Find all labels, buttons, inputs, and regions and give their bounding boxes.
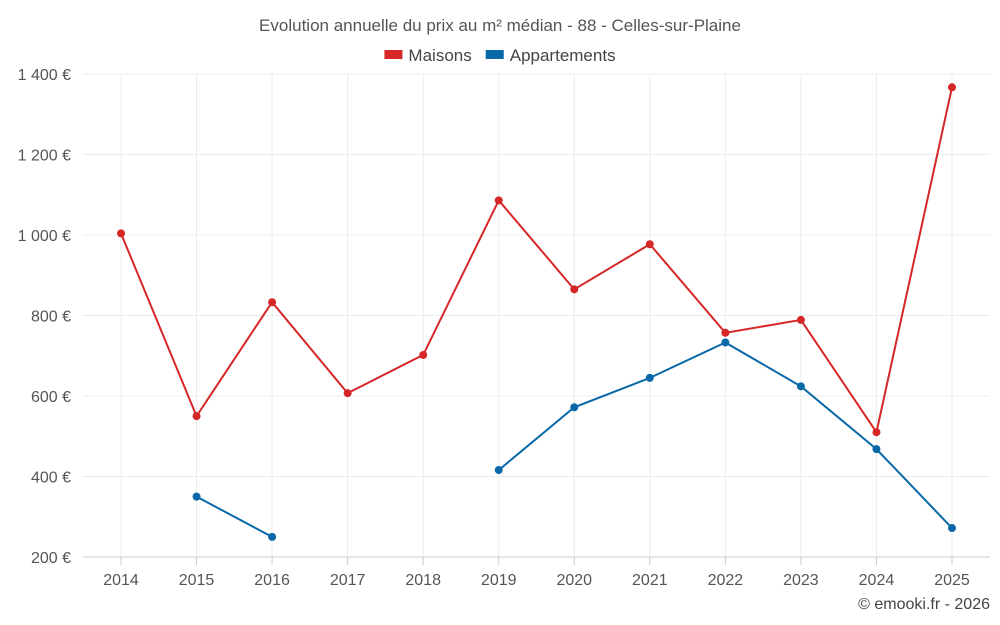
x-tick-label: 2018 [405, 572, 441, 589]
data-point[interactable] [570, 285, 579, 294]
series-maisons [117, 83, 956, 437]
data-point[interactable] [796, 315, 805, 324]
legend-label[interactable]: Maisons [408, 46, 471, 65]
data-point[interactable] [117, 229, 125, 238]
x-axis-ticks: 2014 2015 2016 2017 2018 2019 2020 2021 2022 2023… [103, 557, 970, 589]
data-point[interactable] [192, 492, 201, 501]
y-tick-label: 1 000 € [18, 228, 71, 245]
x-tick-label: 2014 [103, 572, 139, 589]
y-tick-label: 400 € [31, 470, 71, 487]
legend: Maisons Appartements [384, 46, 616, 65]
grid [83, 73, 990, 558]
data-point[interactable] [419, 350, 428, 359]
data-point[interactable] [948, 524, 956, 533]
series-layer [117, 83, 956, 541]
data-point[interactable] [721, 338, 730, 347]
x-tick-label: 2015 [179, 572, 215, 589]
data-point[interactable] [948, 83, 956, 92]
data-point[interactable] [192, 412, 201, 421]
x-tick-label: 2017 [330, 572, 366, 589]
series-appartements [192, 338, 956, 541]
data-point[interactable] [268, 298, 277, 307]
x-tick-label: 2025 [934, 572, 970, 589]
x-tick-label: 2023 [783, 572, 819, 589]
x-tick-label: 2016 [254, 572, 290, 589]
data-point[interactable] [872, 428, 881, 437]
data-point[interactable] [570, 403, 579, 412]
y-tick-label: 600 € [31, 389, 71, 406]
data-point[interactable] [494, 466, 503, 475]
chart-title: Evolution annuelle du prix au m² médian … [259, 16, 741, 35]
y-tick-label: 800 € [31, 309, 71, 326]
data-point[interactable] [721, 328, 730, 337]
series-line-segment [196, 495, 273, 538]
x-tick-label: 2024 [859, 572, 895, 589]
legend-swatch [384, 50, 403, 59]
x-tick-label: 2021 [632, 572, 668, 589]
series-line-segment [120, 87, 953, 435]
legend-swatch [485, 50, 504, 59]
data-point[interactable] [343, 389, 352, 398]
y-tick-label: 1 200 € [18, 148, 71, 165]
data-point[interactable] [268, 532, 277, 541]
x-tick-label: 2020 [556, 572, 592, 589]
y-tick-label: 1 400 € [18, 67, 71, 84]
y-axis-ticks: 200 € 400 € 600 € 800 € 1 000 € 1 200 € 1 400 … [18, 67, 71, 567]
data-point[interactable] [872, 445, 881, 454]
x-tick-label: 2022 [708, 572, 744, 589]
x-tick-label: 2019 [481, 572, 517, 589]
data-point[interactable] [796, 382, 805, 391]
credit-text: © emooki.fr - 2026 [858, 596, 990, 613]
data-point[interactable] [645, 373, 654, 382]
legend-label[interactable]: Appartements [510, 46, 616, 65]
y-tick-label: 200 € [31, 550, 71, 567]
data-point[interactable] [494, 196, 503, 205]
data-point[interactable] [645, 240, 654, 249]
